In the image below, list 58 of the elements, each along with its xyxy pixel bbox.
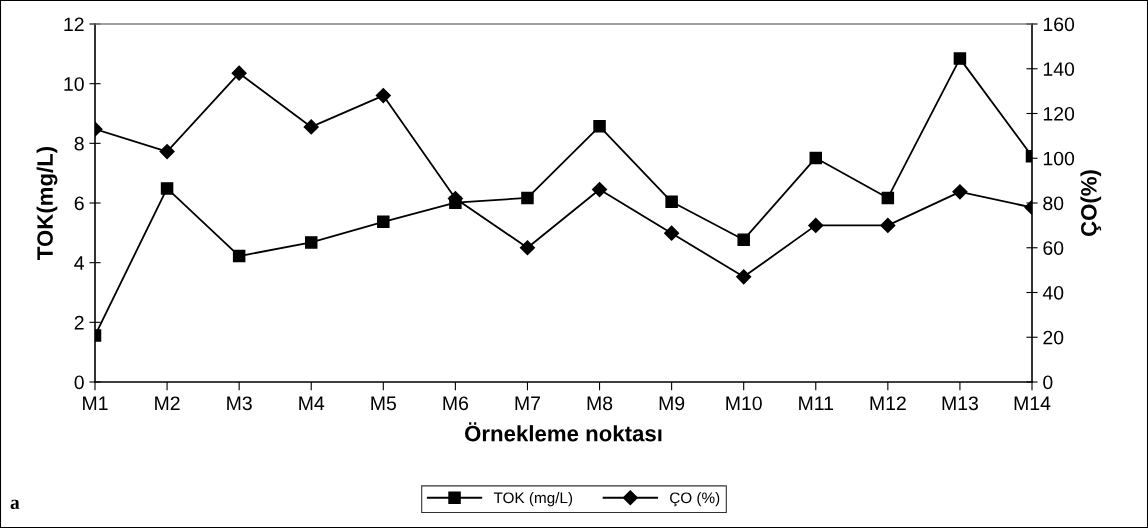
point bbox=[521, 191, 534, 205]
point bbox=[231, 65, 247, 81]
y2-tick-label: 160 bbox=[1043, 17, 1075, 32]
x-tick-label: M7 bbox=[515, 396, 540, 410]
y2-tick-label: 60 bbox=[1043, 241, 1064, 255]
y-tick-label: 4 bbox=[74, 256, 85, 270]
y2-tick-label: 0 bbox=[1043, 375, 1053, 390]
y-tick-label: 12 bbox=[64, 17, 84, 32]
y2-tick-label: 40 bbox=[1042, 285, 1064, 300]
x-tick-label: M5 bbox=[371, 396, 396, 411]
point bbox=[304, 236, 318, 249]
x-tick-label: M1 bbox=[83, 396, 108, 410]
y-axis-title: TOK(mg/L) bbox=[36, 146, 58, 260]
x-tick-label: M14 bbox=[1014, 396, 1051, 410]
x-tick-label: M4 bbox=[299, 396, 325, 410]
point bbox=[519, 240, 536, 256]
point bbox=[664, 225, 680, 241]
y2-tick-label: 120 bbox=[1043, 106, 1075, 121]
y-tick-label: 8 bbox=[74, 136, 84, 151]
point bbox=[160, 182, 174, 195]
point bbox=[377, 215, 390, 229]
y2-tick-label: 80 bbox=[1043, 196, 1064, 211]
point bbox=[809, 151, 823, 165]
point bbox=[881, 191, 895, 205]
x-tick-label: M12 bbox=[870, 396, 906, 410]
point bbox=[953, 52, 967, 65]
point bbox=[737, 233, 750, 246]
y-tick-label: 6 bbox=[74, 196, 84, 211]
legend-label: ÇO (%) bbox=[670, 492, 720, 507]
point bbox=[375, 88, 391, 104]
point bbox=[232, 249, 246, 263]
point bbox=[303, 119, 319, 135]
x-tick-label: M10 bbox=[726, 396, 762, 411]
point bbox=[159, 143, 175, 160]
x-tick-label: M9 bbox=[659, 396, 685, 411]
x-tick-label: M2 bbox=[155, 396, 180, 410]
point bbox=[880, 217, 896, 233]
y2-tick-label: 20 bbox=[1043, 330, 1064, 345]
y-tick-label: 2 bbox=[74, 315, 84, 330]
y2-tick-label: 140 bbox=[1043, 62, 1075, 76]
text: a bbox=[10, 499, 20, 510]
x-tick-label: M11 bbox=[799, 396, 834, 410]
y2-tick-label: 100 bbox=[1043, 151, 1075, 166]
point bbox=[593, 120, 606, 133]
point bbox=[952, 184, 968, 200]
x-tick-label: M3 bbox=[227, 396, 252, 411]
y-tick-label: 0 bbox=[74, 375, 84, 390]
x-tick-label: M8 bbox=[587, 396, 613, 411]
x-tick-label: M13 bbox=[942, 396, 978, 411]
y2-axis-title: ÇO(%) bbox=[1080, 170, 1102, 237]
point bbox=[736, 269, 752, 285]
y-tick-label: 10 bbox=[64, 77, 84, 91]
legend-label: TOK (mg/L) bbox=[493, 492, 573, 507]
point bbox=[665, 195, 678, 209]
x-tick-label: M6 bbox=[443, 396, 469, 411]
point bbox=[591, 182, 608, 198]
point bbox=[808, 217, 824, 233]
x-axis-title: Örnekleme noktası bbox=[464, 422, 662, 442]
